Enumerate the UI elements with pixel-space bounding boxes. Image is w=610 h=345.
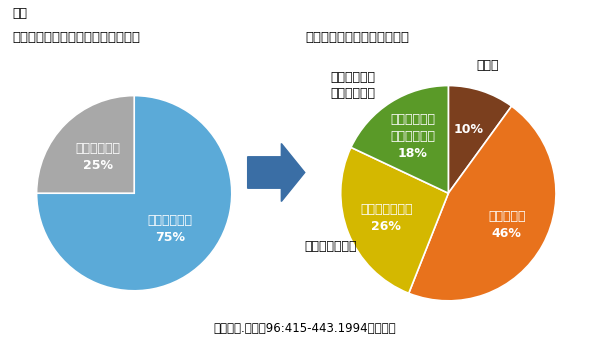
Text: 精神疾患あり
75%: 精神疾患あり 75% bbox=[148, 214, 193, 244]
Text: 自殺企図者における精神疾患の有無: 自殺企図者における精神疾患の有無 bbox=[12, 31, 140, 44]
Text: アルコール・
薬物依存など
18%: アルコール・ 薬物依存など 18% bbox=[390, 114, 435, 160]
Text: うつ病など
46%: うつ病など 46% bbox=[488, 210, 526, 240]
FancyArrow shape bbox=[248, 144, 305, 201]
Wedge shape bbox=[37, 96, 232, 291]
Wedge shape bbox=[341, 147, 448, 293]
Text: 図１: 図１ bbox=[12, 7, 27, 20]
Text: 精神疾患なし
25%: 精神疾患なし 25% bbox=[76, 142, 121, 172]
Wedge shape bbox=[351, 86, 448, 193]
Wedge shape bbox=[37, 96, 134, 193]
Wedge shape bbox=[409, 106, 556, 301]
Text: アルコール・
薬物依存など: アルコール・ 薬物依存など bbox=[330, 71, 375, 100]
Text: 統合失調症など
26%: 統合失調症など 26% bbox=[360, 203, 412, 233]
Text: 飛鳥井望.精神誌96:415-443.1994より改変: 飛鳥井望.精神誌96:415-443.1994より改変 bbox=[214, 322, 396, 335]
Text: 統合失調症など: 統合失調症など bbox=[304, 240, 356, 253]
Wedge shape bbox=[448, 86, 512, 193]
Text: 10%: 10% bbox=[454, 123, 484, 136]
Text: 自殺企図者の精神疾患の内訳: 自殺企図者の精神疾患の内訳 bbox=[305, 31, 409, 44]
Text: その他: その他 bbox=[476, 59, 499, 72]
